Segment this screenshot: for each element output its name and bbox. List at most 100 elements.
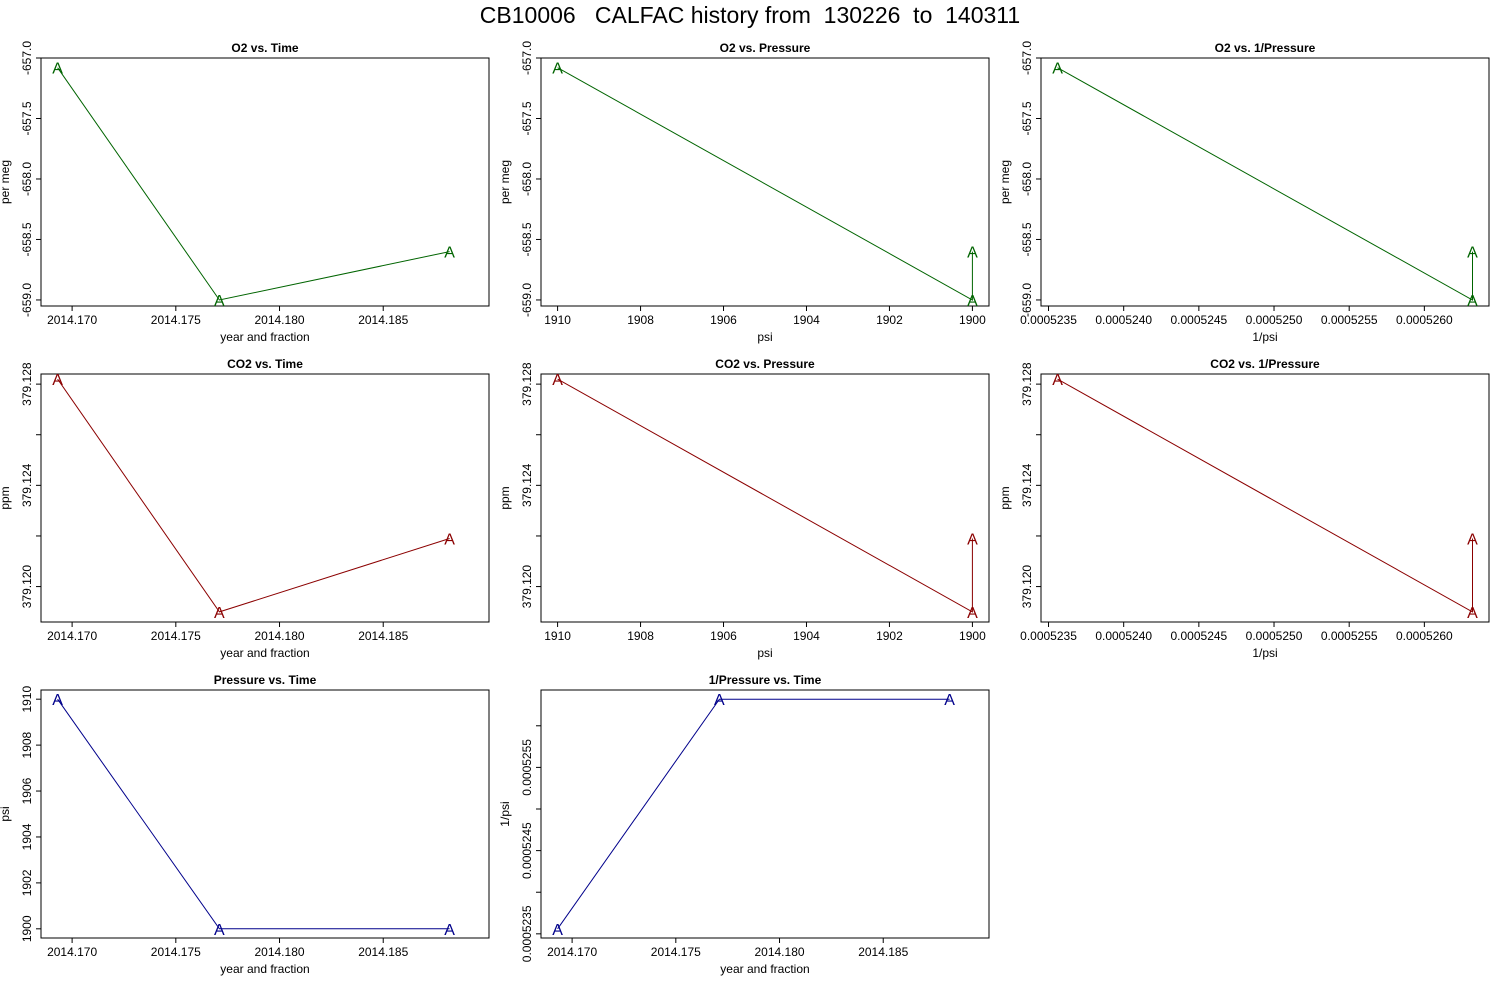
y-tick-label: 379.124	[520, 463, 534, 507]
x-tick-label: 0.0005245	[1170, 313, 1227, 327]
series-line	[1057, 67, 1473, 301]
plot-frame	[40, 57, 490, 307]
plot-title: O2 vs. Pressure	[720, 41, 811, 55]
x-tick-label: 0.0005255	[1321, 629, 1378, 643]
x-axis-label: year and fraction	[220, 646, 309, 660]
page-title: CB10006 CALFAC history from 130226 to 14…	[479, 2, 1021, 28]
data-point: A	[214, 922, 225, 939]
x-axis-label: 1/psi	[1252, 646, 1277, 660]
x-tick-label: 1906	[710, 313, 737, 327]
x-tick-label: 2014.175	[651, 945, 701, 959]
x-tick-label: 2014.185	[358, 313, 408, 327]
x-tick-label: 0.0005250	[1246, 313, 1303, 327]
y-tick-label: 379.120	[1020, 565, 1034, 609]
x-axis-label: year and fraction	[720, 962, 809, 976]
y-tick-label: 1902	[20, 869, 34, 896]
x-tick-label: 1906	[710, 629, 737, 643]
plot-o2-vs-pressure: O2 vs. Pressure 1910 1908 1906 1904 1902 1900 -…	[498, 41, 990, 344]
x-tick-label: 2014.170	[547, 945, 597, 959]
data-point: A	[1052, 61, 1063, 78]
x-tick-label: 1904	[793, 629, 820, 643]
plot-title: CO2 vs. 1/Pressure	[1210, 357, 1320, 371]
y-tick-label: 1906	[20, 777, 34, 804]
y-tick-label: -659.0	[1020, 283, 1034, 317]
plot-frame	[1040, 373, 1490, 623]
y-tick-label: 1910	[20, 686, 34, 713]
y-tick-label: 379.128	[20, 362, 34, 406]
y-tick-label: 1908	[20, 731, 34, 758]
y-tick-label: -657.5	[20, 101, 34, 135]
series-line	[57, 67, 450, 301]
x-tick-label: 2014.175	[151, 945, 201, 959]
plot-co2-vs-inv-pressure: CO2 vs. 1/Pressure 0.0005235 0.0005240 0.00…	[998, 357, 1490, 660]
data-point: A	[444, 531, 455, 548]
x-tick-label: 1910	[544, 313, 571, 327]
data-point: A	[1467, 605, 1478, 622]
x-tick-label: 2014.185	[858, 945, 908, 959]
plot-inv-pressure-vs-time: 1/Pressure vs. Time 2014.170 2014.175 2014.…	[498, 673, 990, 976]
plot-co2-vs-time: CO2 vs. Time 2014.170 2014.175 2014.180 2014…	[0, 357, 490, 660]
data-point: A	[52, 61, 63, 78]
y-tick-label: -657.0	[20, 41, 34, 75]
data-point: A	[444, 922, 455, 939]
y-tick-label: -659.0	[20, 283, 34, 317]
x-tick-label: 2014.185	[358, 629, 408, 643]
y-tick-label: -658.5	[1020, 222, 1034, 256]
data-point: A	[444, 245, 455, 262]
series-line	[557, 698, 950, 930]
x-tick-label: 1902	[876, 313, 903, 327]
x-tick-label: 1908	[627, 629, 654, 643]
data-point: A	[214, 605, 225, 622]
y-axis-label: per meg	[0, 160, 12, 204]
data-point: A	[52, 692, 63, 709]
x-tick-label: 2014.170	[47, 313, 97, 327]
x-tick-label: 2014.170	[47, 629, 97, 643]
x-tick-label: 2014.180	[754, 945, 804, 959]
plot-frame	[540, 373, 990, 623]
plot-frame	[540, 689, 990, 939]
plot-pressure-vs-time: Pressure vs. Time 2014.170 2014.175 2014.18…	[0, 673, 490, 976]
data-point: A	[714, 692, 725, 709]
x-tick-label: 0.0005235	[1020, 313, 1077, 327]
data-point: A	[967, 605, 978, 622]
y-tick-label: 379.120	[20, 565, 34, 609]
y-tick-label: -658.0	[20, 162, 34, 196]
plot-title: O2 vs. Time	[231, 41, 298, 55]
x-tick-label: 1908	[627, 313, 654, 327]
y-tick-label: 379.128	[520, 362, 534, 406]
y-axis-label: 1/psi	[498, 801, 512, 826]
data-point: A	[944, 692, 955, 709]
x-tick-label: 0.0005250	[1246, 629, 1303, 643]
y-tick-label: -657.5	[1020, 101, 1034, 135]
x-axis-label: year and fraction	[220, 962, 309, 976]
x-tick-label: 1910	[544, 629, 571, 643]
plot-title: CO2 vs. Time	[227, 357, 303, 371]
data-point: A	[552, 372, 563, 389]
plot-title: 1/Pressure vs. Time	[709, 673, 822, 687]
series-line	[1057, 378, 1473, 613]
y-axis-label: ppm	[998, 486, 1012, 509]
x-axis-label: psi	[757, 330, 772, 344]
data-point: A	[552, 61, 563, 78]
plot-frame	[1040, 57, 1490, 307]
series-line	[557, 378, 973, 613]
x-tick-label: 1902	[876, 629, 903, 643]
y-tick-label: 1904	[20, 823, 34, 850]
x-tick-label: 2014.185	[358, 945, 408, 959]
y-tick-label: -657.5	[520, 101, 534, 135]
x-axis-label: psi	[757, 646, 772, 660]
y-tick-label: -657.0	[1020, 41, 1034, 75]
x-tick-label: 0.0005245	[1170, 629, 1227, 643]
series-line	[57, 698, 450, 930]
x-tick-label: 2014.180	[254, 313, 304, 327]
y-tick-label: -658.5	[520, 222, 534, 256]
plot-title: CO2 vs. Pressure	[715, 357, 815, 371]
x-tick-label: 0.0005240	[1095, 313, 1152, 327]
x-tick-label: 1904	[793, 313, 820, 327]
plot-co2-vs-pressure: CO2 vs. Pressure 1910 1908 1906 1904 1902 1900…	[498, 357, 990, 660]
data-point: A	[967, 531, 978, 548]
x-tick-label: 0.0005255	[1321, 313, 1378, 327]
x-tick-label: 2014.180	[254, 945, 304, 959]
data-point: A	[552, 922, 563, 939]
y-tick-label: -657.0	[520, 41, 534, 75]
